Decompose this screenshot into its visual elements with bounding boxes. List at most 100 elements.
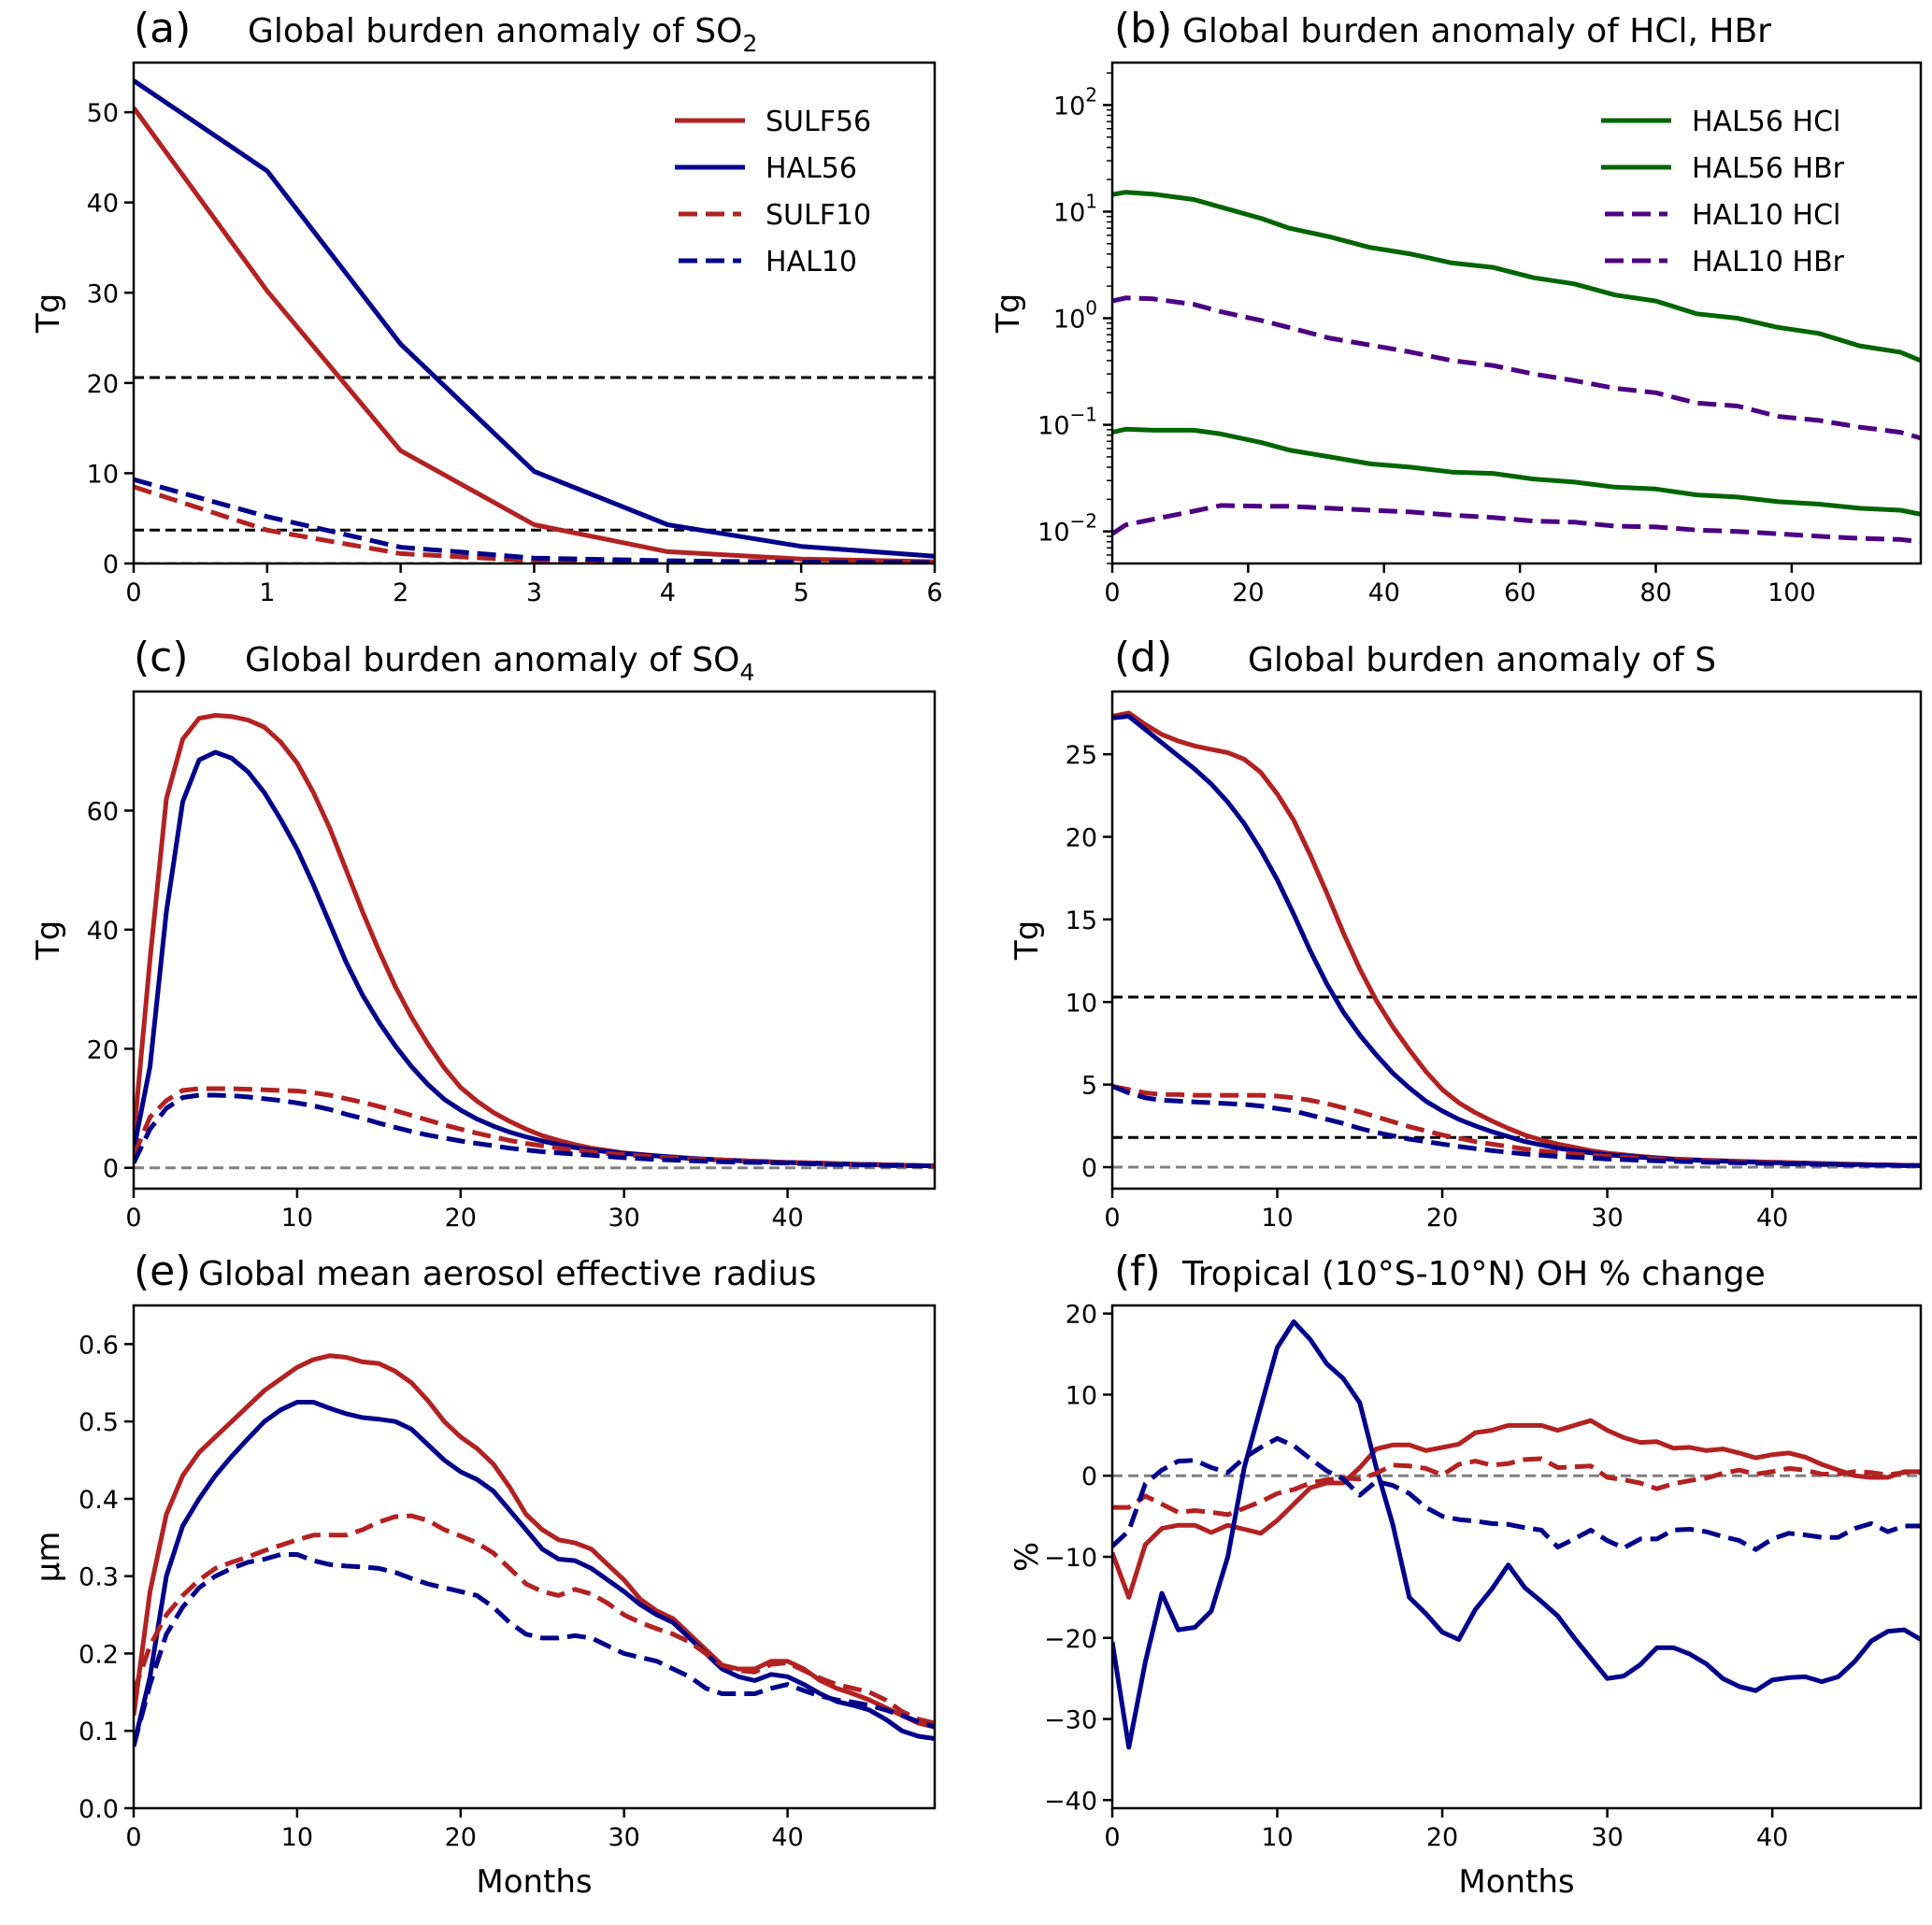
- tick-base: 10: [1053, 92, 1085, 121]
- panel-f: (f) Tropical (10°S-10°N) OH % change 0 10 20…: [1009, 1248, 1923, 1901]
- series-line-hal56: [1112, 714, 1921, 1168]
- panel-letter: (a): [134, 5, 191, 52]
- y-tick-label: 0: [103, 1155, 119, 1184]
- x-tick-label: 30: [1591, 1823, 1623, 1852]
- legend-label: SULF10: [766, 199, 871, 232]
- x-tick-label: 20: [1426, 1823, 1458, 1852]
- y-tick-label: −30: [1044, 1706, 1097, 1735]
- x-tick-label: 10: [281, 1204, 313, 1233]
- y-tick-label: 20: [1066, 1301, 1097, 1330]
- y-tick-label: 20: [1066, 824, 1097, 853]
- x-tick-label: 40: [771, 1823, 803, 1852]
- x-tick-label: 40: [1756, 1204, 1788, 1233]
- plot-area: [134, 713, 935, 1170]
- y-tick-label: −10: [1044, 1544, 1097, 1573]
- panel-title: Global mean aerosol effective radius: [198, 1255, 816, 1293]
- y-tick-label: 0.2: [79, 1640, 119, 1669]
- plot-area: [1112, 1319, 1921, 1750]
- panel-letter: (c): [134, 634, 189, 681]
- series-line-hal10-hbr: [1112, 503, 1921, 545]
- y-tick-label: 0.6: [79, 1331, 119, 1360]
- x-tick-label: 6: [926, 578, 942, 607]
- y-tick-label: 0.5: [79, 1408, 119, 1437]
- y-tick-label: 40: [87, 190, 119, 219]
- y-tick-label: 25: [1066, 741, 1097, 770]
- legend-label: HAL10: [766, 246, 857, 278]
- series-line-sulf10: [134, 1086, 935, 1169]
- y-tick-label: 10: [87, 460, 119, 489]
- y-axis-label: μm: [30, 1532, 67, 1583]
- tick-base: 10: [1053, 198, 1085, 227]
- panel-e: (e) Global mean aerosol effective radius 0…: [30, 1248, 937, 1901]
- axes-frame: [1110, 61, 1923, 565]
- panel-title: Global burden anomaly of SO2: [248, 12, 757, 57]
- x-tick-label: 40: [1756, 1823, 1788, 1852]
- x-tick-label: 2: [393, 578, 408, 607]
- series-line-sulf10: [134, 1513, 935, 1726]
- y-tick-label: 10: [1066, 989, 1097, 1018]
- axes-frame: [1110, 690, 1923, 1191]
- x-tick-label: 10: [1261, 1204, 1293, 1233]
- tick-exponent: 1: [1085, 190, 1097, 212]
- x-tick-label: 30: [608, 1204, 640, 1233]
- series-line-sulf10: [1112, 1456, 1921, 1518]
- legend: HAL56 HCl HAL56 HBr HAL10 HCl HAL10 HBr: [1601, 106, 1845, 278]
- panel-letter: (d): [1114, 634, 1172, 681]
- panel-letter: (e): [134, 1248, 191, 1295]
- panel-letter: (b): [1114, 5, 1172, 52]
- plot-area: [134, 78, 935, 563]
- y-tick-label: 20: [87, 1035, 119, 1064]
- x-tick-label: 5: [794, 578, 809, 607]
- series-line-hal10: [134, 477, 935, 563]
- series-line-sulf56: [1112, 710, 1921, 1168]
- y-tick-label: 15: [1066, 906, 1097, 935]
- x-tick-label: 0: [125, 1823, 141, 1852]
- x-axis-label: Months: [1458, 1863, 1574, 1901]
- x-tick-label: 30: [1591, 1204, 1623, 1233]
- series-line-hal56-hbr: [1112, 426, 1921, 517]
- tick-base: 10: [1038, 519, 1069, 548]
- y-tick-label: 0.3: [79, 1563, 119, 1592]
- panel-letter: (f): [1114, 1248, 1161, 1295]
- x-tick-label: 10: [1261, 1823, 1293, 1852]
- x-tick-label: 100: [1767, 578, 1816, 607]
- panel-title: Global burden anomaly of HCl, HBr: [1182, 12, 1771, 50]
- y-tick-label: 100: [1053, 297, 1097, 335]
- y-axis-label: Tg: [30, 293, 67, 334]
- y-tick-label: −20: [1044, 1625, 1097, 1654]
- legend-label: HAL56 HCl: [1692, 106, 1840, 138]
- y-tick-label: 0: [1081, 1462, 1097, 1491]
- y-axis-label: Tg: [990, 293, 1027, 334]
- y-tick-label: 40: [87, 917, 119, 946]
- series-line-hal56: [134, 749, 935, 1169]
- title-subscript: 4: [740, 659, 755, 686]
- x-tick-label: 3: [526, 578, 542, 607]
- panel-title: Global burden anomaly of S: [1248, 641, 1716, 679]
- x-tick-label: 60: [1504, 578, 1536, 607]
- y-tick-label: 101: [1053, 190, 1097, 227]
- axes-frame: [1110, 1304, 1923, 1810]
- x-tick-label: 30: [608, 1823, 640, 1852]
- x-tick-label: 20: [1426, 1204, 1458, 1233]
- axes-frame: [132, 690, 937, 1191]
- y-tick-label: 0: [103, 550, 119, 579]
- y-tick-label: 0: [1081, 1154, 1097, 1183]
- series-line-hal10-hcl: [1112, 295, 1921, 441]
- x-tick-label: 20: [1232, 578, 1264, 607]
- y-tick-label: 0.4: [79, 1486, 119, 1515]
- series-line-hal10: [1112, 1435, 1921, 1552]
- y-tick-label: 20: [87, 370, 119, 399]
- x-tick-label: 4: [660, 578, 676, 607]
- x-tick-label: 0: [125, 1204, 141, 1233]
- plot-area: [1112, 710, 1921, 1169]
- series-line-sulf56: [134, 106, 935, 563]
- series-line-hal56: [134, 1400, 935, 1747]
- legend-label: HAL56 HBr: [1692, 152, 1845, 185]
- legend-label: HAL10 HCl: [1692, 199, 1840, 232]
- x-tick-label: 20: [445, 1823, 477, 1852]
- x-tick-label: 0: [1104, 578, 1120, 607]
- plot-area: [1112, 190, 1921, 545]
